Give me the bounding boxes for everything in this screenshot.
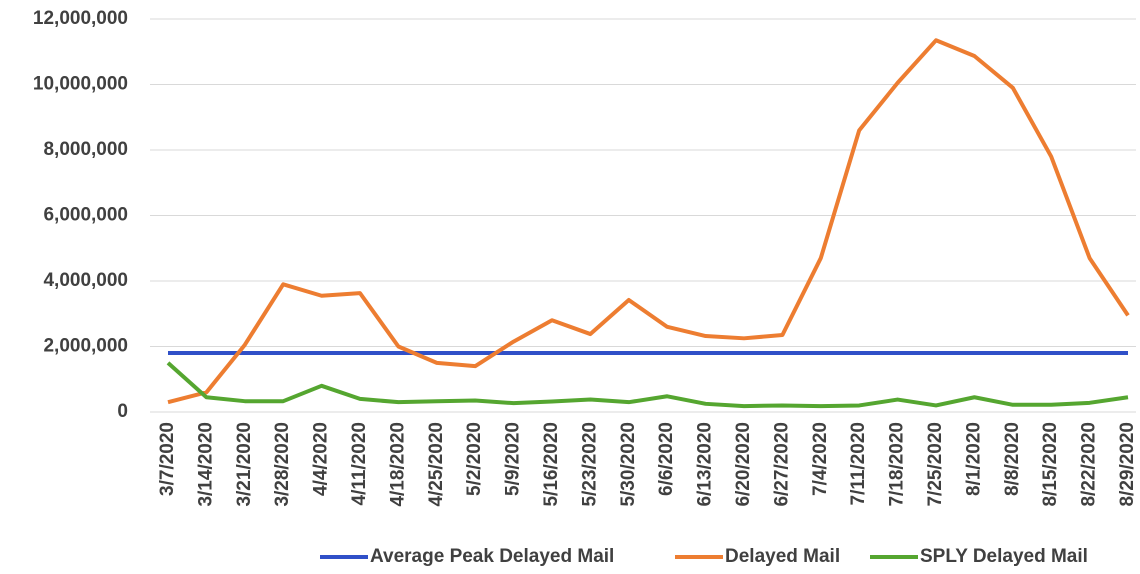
y-tick-label: 4,000,000 (43, 270, 128, 291)
x-tick-label: 5/16/2020 (541, 422, 562, 507)
x-tick-label: 3/14/2020 (195, 422, 216, 507)
y-tick-label: 2,000,000 (43, 336, 128, 357)
x-tick-label: 3/7/2020 (157, 422, 178, 496)
x-tick-label: 3/28/2020 (272, 422, 293, 507)
legend-label: SPLY Delayed Mail (920, 546, 1088, 567)
y-tick-label: 0 (117, 401, 128, 422)
y-tick-label: 10,000,000 (33, 74, 128, 95)
line-series (166, 361, 1129, 409)
x-tick-label: 4/4/2020 (311, 422, 332, 496)
x-tick-label: 7/25/2020 (925, 422, 946, 507)
x-tick-label: 4/25/2020 (426, 422, 447, 507)
x-tick-label: 6/20/2020 (733, 422, 754, 507)
x-tick-label: 6/13/2020 (695, 422, 716, 507)
x-tick-label: 5/23/2020 (579, 422, 600, 507)
x-tick-label: 8/29/2020 (1117, 422, 1138, 507)
x-tick-label: 7/18/2020 (887, 422, 908, 507)
x-tick-label: 5/9/2020 (503, 422, 524, 496)
x-tick-label: 6/27/2020 (771, 422, 792, 507)
legend-label: Delayed Mail (725, 546, 840, 567)
y-tick-label: 8,000,000 (43, 139, 128, 160)
y-tick-label: 12,000,000 (33, 8, 128, 29)
line-series (167, 38, 1130, 405)
x-tick-label: 8/8/2020 (1002, 422, 1023, 496)
x-tick-label: 8/15/2020 (1040, 422, 1061, 507)
x-tick-label: 3/21/2020 (234, 422, 255, 507)
x-tick-label: 8/22/2020 (1079, 422, 1100, 507)
x-tick-label: 4/11/2020 (349, 422, 370, 505)
x-tick-label: 6/6/2020 (656, 422, 677, 496)
x-tick-label: 5/30/2020 (618, 422, 639, 507)
x-tick-label: 7/4/2020 (810, 422, 831, 496)
x-tick-label: 8/1/2020 (963, 422, 984, 496)
y-tick-label: 6,000,000 (43, 205, 128, 226)
x-tick-label: 7/11/2020 (848, 422, 869, 505)
legend-label: Average Peak Delayed Mail (370, 546, 614, 567)
x-tick-label: 4/18/2020 (387, 422, 408, 507)
x-tick-label: 5/2/2020 (464, 422, 485, 496)
